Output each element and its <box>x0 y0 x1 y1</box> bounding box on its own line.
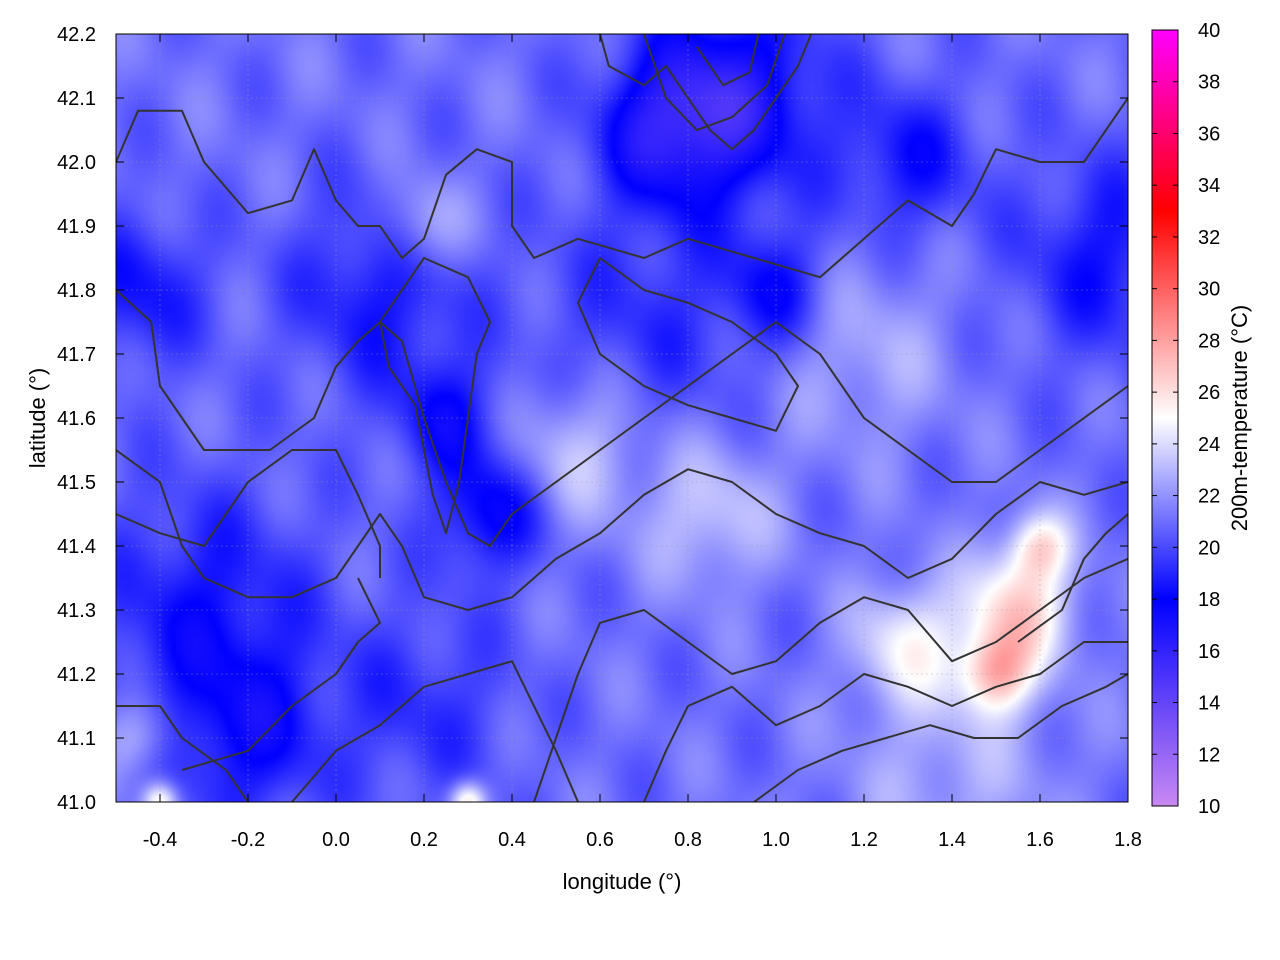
plot-area <box>115 33 1129 803</box>
x-tick-label: 1.6 <box>1026 829 1054 851</box>
x-tick-label: 1.0 <box>762 829 790 851</box>
y-tick-label: 42.1 <box>57 88 96 110</box>
contour-line <box>643 34 786 131</box>
y-tick-label: 41.4 <box>57 536 96 558</box>
colorbar-tick-label: 30 <box>1198 279 1220 301</box>
contour-line <box>533 557 1128 802</box>
x-tick-label: 1.8 <box>1114 829 1142 851</box>
colorbar-tick-label: 40 <box>1198 20 1220 42</box>
y-tick-label: 42.0 <box>57 152 96 174</box>
x-tick-label: -0.2 <box>231 829 265 851</box>
contour-line <box>291 660 579 802</box>
x-tick-label: 0.0 <box>322 829 350 851</box>
x-tick-label: 0.2 <box>410 829 438 851</box>
contour-line <box>116 449 381 578</box>
contour-line <box>116 705 249 802</box>
colorbar-tick-label: 34 <box>1198 175 1220 197</box>
y-tick-label: 41.0 <box>57 792 96 814</box>
colorbar-tick-label: 10 <box>1198 796 1220 818</box>
y-tick-label: 41.6 <box>57 408 96 430</box>
contour-line <box>599 34 813 151</box>
x-axis-title: longitude (°) <box>563 869 682 894</box>
x-tick-label: 1.4 <box>938 829 966 851</box>
colorbar-gradient <box>1151 29 1179 807</box>
x-tick-label: 1.2 <box>850 829 878 851</box>
colorbar-tick-label: 28 <box>1198 330 1220 352</box>
colorbar-tick-label: 18 <box>1198 589 1220 611</box>
y-tick-label: 41.3 <box>57 600 96 622</box>
x-tick-label: -0.4 <box>143 829 177 851</box>
contour-line <box>181 577 381 771</box>
y-axis-title: latitude (°) <box>25 368 50 469</box>
contour-line <box>1017 513 1128 643</box>
colorbar-title: 200m-temperature (°C) <box>1227 305 1252 531</box>
colorbar-tick-label: 14 <box>1198 693 1220 715</box>
colorbar-tick-label: 38 <box>1198 72 1220 94</box>
colorbar-tick-label: 36 <box>1198 123 1220 145</box>
contour-line <box>643 641 1128 802</box>
x-axis: -0.4 -0.2 0.0 0.2 0.4 0.6 0.8 1.0 1.2 1.4 1.6 1.8 <box>143 34 1142 851</box>
contour-line <box>116 449 1128 611</box>
x-tick-label: 0.6 <box>586 829 614 851</box>
y-tick-label: 41.9 <box>57 216 96 238</box>
colorbar-tick-label: 16 <box>1198 641 1220 663</box>
colorbar-tick-label: 32 <box>1198 227 1220 249</box>
y-tick-label: 41.2 <box>57 664 96 686</box>
colorbar-tick-label: 26 <box>1198 382 1220 404</box>
y-axis: 41.0 41.1 41.2 41.3 41.4 41.5 41.6 41.7 41.8 41.9… <box>57 24 1128 814</box>
grid-lines <box>116 34 1128 802</box>
contour-line <box>577 257 799 432</box>
contour-line <box>753 673 1128 802</box>
contour-line <box>695 34 760 87</box>
colorbar-tick-label: 20 <box>1198 537 1220 559</box>
y-tick-label: 41.1 <box>57 728 96 750</box>
y-tick-label: 41.7 <box>57 344 96 366</box>
y-tick-label: 41.8 <box>57 280 96 302</box>
x-tick-label: 0.4 <box>498 829 526 851</box>
contour-lines <box>116 34 1128 802</box>
colorbar-tick-label: 22 <box>1198 486 1220 508</box>
colorbar-tick-label: 12 <box>1198 744 1220 766</box>
y-tick-label: 41.5 <box>57 472 96 494</box>
colorbar-ticks: 10 12 14 16 18 20 22 24 26 28 30 32 34 36 38 40 <box>1152 20 1220 818</box>
contour-line <box>379 257 491 535</box>
colorbar-tick-label: 24 <box>1198 434 1220 456</box>
colorbar: 10 12 14 16 18 20 22 24 26 28 30 32 34 36 38 40 200m-te… <box>1151 20 1252 818</box>
contour-line <box>116 289 1128 547</box>
y-tick-label: 42.2 <box>57 24 96 46</box>
x-tick-label: 0.8 <box>674 829 702 851</box>
contour-line <box>116 97 1128 279</box>
